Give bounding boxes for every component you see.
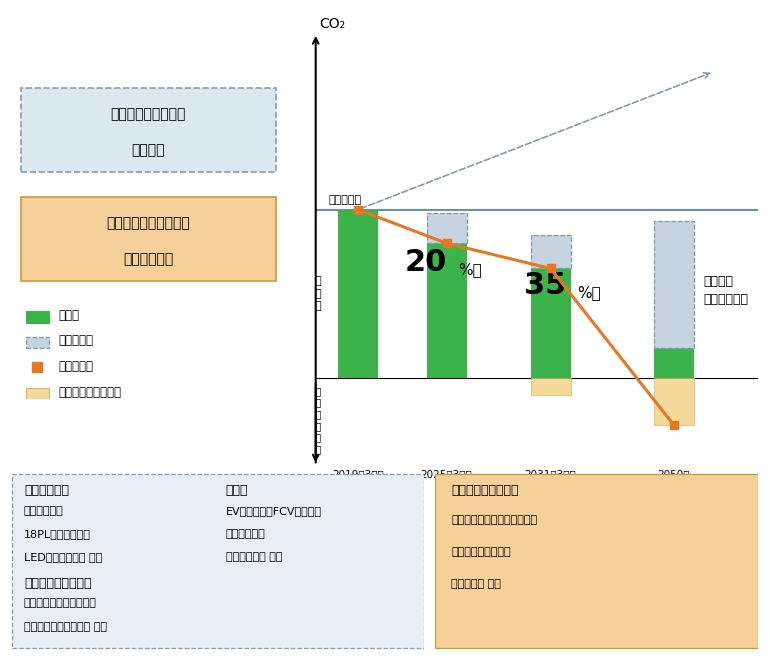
Text: 排出量: 排出量 — [59, 309, 79, 322]
Text: 2025年3月期: 2025年3月期 — [420, 469, 473, 480]
Bar — [25, 388, 49, 399]
Bar — [25, 337, 49, 348]
Text: 軽油代替燃料 など: 軽油代替燃料 など — [226, 552, 283, 562]
Text: 省エネルギー: 省エネルギー — [24, 484, 69, 498]
Text: 新技術: 新技術 — [226, 484, 248, 498]
Text: （基準量）: （基準量） — [329, 195, 362, 205]
Text: 35: 35 — [524, 271, 566, 300]
FancyBboxPatch shape — [21, 197, 276, 281]
Bar — [531, 269, 571, 378]
Bar — [427, 244, 467, 378]
Bar — [654, 348, 694, 378]
Text: カーボンクレジットでの対応: カーボンクレジットでの対応 — [451, 515, 537, 525]
Text: 排出削減量: 排出削減量 — [59, 335, 94, 347]
Text: CO₂: CO₂ — [320, 17, 346, 31]
Bar — [531, 235, 571, 269]
Text: %減: %減 — [458, 262, 482, 277]
Text: 対策をしない場合の: 対策をしない場合の — [111, 108, 186, 121]
Text: 18PLトラック導入: 18PLトラック導入 — [24, 529, 91, 539]
FancyBboxPatch shape — [21, 88, 276, 172]
Bar — [654, 378, 694, 425]
Text: 森林保護活動、植樹: 森林保護活動、植樹 — [451, 546, 511, 557]
Bar — [531, 235, 571, 269]
Bar — [25, 312, 49, 323]
Text: LEDへの切り替え など: LEDへの切り替え など — [24, 552, 102, 562]
Text: %減: %減 — [578, 286, 601, 300]
Text: 2019年3月期: 2019年3月期 — [332, 469, 384, 480]
Text: 排
出
量: 排 出 量 — [315, 277, 321, 311]
FancyBboxPatch shape — [435, 474, 758, 648]
Bar — [654, 221, 694, 348]
Text: 実現シナリオ: 実現シナリオ — [123, 252, 173, 266]
Text: カーボンニュートラル: カーボンニュートラル — [106, 216, 190, 230]
Text: 2031年3月期: 2031年3月期 — [524, 469, 577, 480]
Text: 再生可能エネルギー: 再生可能エネルギー — [24, 577, 92, 590]
Bar — [427, 213, 467, 244]
Text: 削
減
・
吸
収
量: 削 減 ・ 吸 収 量 — [315, 386, 321, 454]
Text: 実質排出量: 実質排出量 — [59, 360, 94, 373]
Text: アマモ育苗 など: アマモ育苗 など — [451, 579, 501, 589]
Text: 20: 20 — [404, 248, 447, 277]
Text: （基準年）: （基準年） — [343, 486, 373, 496]
Bar — [531, 378, 571, 395]
Text: 再エネ電力への切り替え: 再エネ電力への切り替え — [24, 599, 97, 609]
Text: カーボン
ニュートラル: カーボン ニュートラル — [703, 275, 748, 306]
Text: バイオディーゼル燃料 など: バイオディーゼル燃料 など — [24, 622, 107, 632]
Text: カーボンオフセット: カーボンオフセット — [59, 385, 122, 399]
Text: 積載効率向上: 積載効率向上 — [24, 506, 64, 515]
Text: EVトラック、FCVトラック: EVトラック、FCVトラック — [226, 506, 322, 515]
FancyBboxPatch shape — [12, 474, 424, 648]
Text: 水素エンジン: 水素エンジン — [226, 529, 266, 539]
Text: 2050年: 2050年 — [658, 469, 690, 480]
Text: シナリオ: シナリオ — [132, 143, 165, 157]
Text: カーボンオフセット: カーボンオフセット — [451, 484, 519, 498]
Bar — [654, 221, 694, 348]
Bar — [427, 213, 467, 244]
Bar — [338, 210, 378, 378]
